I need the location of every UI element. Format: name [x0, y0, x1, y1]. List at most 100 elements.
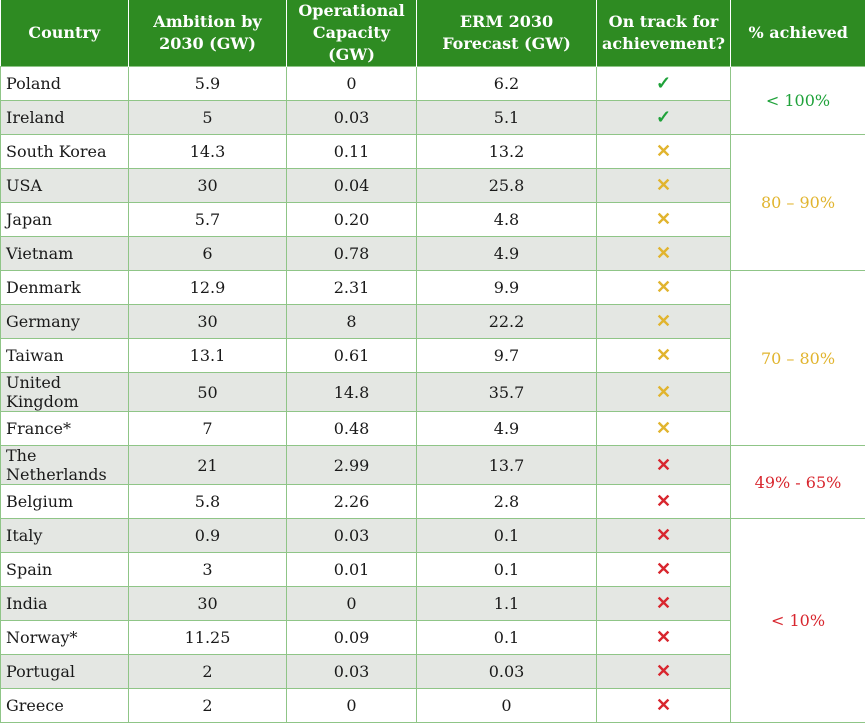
- ambition-cell: 7: [129, 412, 287, 446]
- ambition-cell: 5: [129, 101, 287, 135]
- percent-achieved-group: 49% - 65%: [731, 446, 865, 519]
- status-cell: ✓: [597, 67, 731, 101]
- status-cell: ✕: [597, 135, 731, 169]
- ambition-cell: 30: [129, 305, 287, 339]
- operational-capacity-cell: 0.61: [287, 339, 417, 373]
- operational-capacity-cell: 2.26: [287, 485, 417, 519]
- country-cell: The Netherlands: [1, 446, 129, 485]
- country-cell: Italy: [1, 519, 129, 553]
- ambition-cell: 5.9: [129, 67, 287, 101]
- operational-capacity-cell: 14.8: [287, 373, 417, 412]
- status-cell: ✕: [597, 485, 731, 519]
- check-icon: ✓: [656, 107, 671, 128]
- cross-icon: ✕: [656, 525, 671, 546]
- ambition-cell: 30: [129, 587, 287, 621]
- country-cell: France*: [1, 412, 129, 446]
- country-cell: South Korea: [1, 135, 129, 169]
- forecast-cell: 22.2: [417, 305, 597, 339]
- country-cell: Poland: [1, 67, 129, 101]
- status-cell: ✕: [597, 271, 731, 305]
- operational-capacity-cell: 0.01: [287, 553, 417, 587]
- percent-achieved-group: 70 – 80%: [731, 271, 865, 446]
- operational-capacity-cell: 0.04: [287, 169, 417, 203]
- forecast-cell: 0.1: [417, 621, 597, 655]
- forecast-cell: 13.2: [417, 135, 597, 169]
- cross-icon: ✕: [656, 661, 671, 682]
- ambition-cell: 11.25: [129, 621, 287, 655]
- status-cell: ✕: [597, 203, 731, 237]
- status-cell: ✕: [597, 655, 731, 689]
- status-cell: ✕: [597, 553, 731, 587]
- cross-icon: ✕: [656, 382, 671, 403]
- country-cell: India: [1, 587, 129, 621]
- status-cell: ✕: [597, 621, 731, 655]
- cross-icon: ✕: [656, 311, 671, 332]
- cross-icon: ✕: [656, 243, 671, 264]
- operational-capacity-cell: 2.31: [287, 271, 417, 305]
- ambition-cell: 5.8: [129, 485, 287, 519]
- cross-icon: ✕: [656, 491, 671, 512]
- operational-capacity-cell: 0: [287, 587, 417, 621]
- forecast-cell: 5.1: [417, 101, 597, 135]
- cross-icon: ✕: [656, 277, 671, 298]
- country-cell: USA: [1, 169, 129, 203]
- operational-capacity-cell: 0.20: [287, 203, 417, 237]
- forecast-cell: 6.2: [417, 67, 597, 101]
- percent-achieved-group: < 10%: [731, 519, 865, 723]
- status-cell: ✕: [597, 237, 731, 271]
- status-cell: ✕: [597, 519, 731, 553]
- operational-capacity-cell: 0.48: [287, 412, 417, 446]
- ambition-cell: 0.9: [129, 519, 287, 553]
- country-cell: Taiwan: [1, 339, 129, 373]
- ambition-cell: 5.7: [129, 203, 287, 237]
- country-cell: Ireland: [1, 101, 129, 135]
- ambition-cell: 2: [129, 655, 287, 689]
- ambition-cell: 50: [129, 373, 287, 412]
- forecast-cell: 4.9: [417, 237, 597, 271]
- forecast-cell: 0.1: [417, 519, 597, 553]
- percent-achieved-group: 80 – 90%: [731, 135, 865, 271]
- status-cell: ✓: [597, 101, 731, 135]
- header-ambition: Ambition by 2030 (GW): [129, 0, 287, 67]
- country-cell: Norway*: [1, 621, 129, 655]
- cross-icon: ✕: [656, 209, 671, 230]
- status-cell: ✕: [597, 587, 731, 621]
- forecast-cell: 0.1: [417, 553, 597, 587]
- operational-capacity-cell: 0.78: [287, 237, 417, 271]
- operational-capacity-cell: 0.03: [287, 519, 417, 553]
- operational-capacity-cell: 0.03: [287, 101, 417, 135]
- forecast-cell: 9.9: [417, 271, 597, 305]
- header-erm-forecast: ERM 2030 Forecast (GW): [417, 0, 597, 67]
- cross-icon: ✕: [656, 141, 671, 162]
- cross-icon: ✕: [656, 627, 671, 648]
- cross-icon: ✕: [656, 418, 671, 439]
- cross-icon: ✕: [656, 593, 671, 614]
- status-cell: ✕: [597, 169, 731, 203]
- header-percent-achieved: % achieved: [731, 0, 865, 67]
- operational-capacity-cell: 2.99: [287, 446, 417, 485]
- forecast-cell: 25.8: [417, 169, 597, 203]
- ambition-cell: 14.3: [129, 135, 287, 169]
- cross-icon: ✕: [656, 175, 671, 196]
- status-cell: ✕: [597, 446, 731, 485]
- forecast-cell: 1.1: [417, 587, 597, 621]
- cross-icon: ✕: [656, 455, 671, 476]
- forecast-cell: 4.9: [417, 412, 597, 446]
- country-cell: Portugal: [1, 655, 129, 689]
- operational-capacity-cell: 0.09: [287, 621, 417, 655]
- forecast-cell: 9.7: [417, 339, 597, 373]
- forecast-cell: 13.7: [417, 446, 597, 485]
- ambition-cell: 30: [129, 169, 287, 203]
- forecast-cell: 2.8: [417, 485, 597, 519]
- cross-icon: ✕: [656, 559, 671, 580]
- ambition-cell: 6: [129, 237, 287, 271]
- ambition-cell: 13.1: [129, 339, 287, 373]
- ambition-cell: 21: [129, 446, 287, 485]
- operational-capacity-cell: 8: [287, 305, 417, 339]
- status-cell: ✕: [597, 373, 731, 412]
- country-cell: Belgium: [1, 485, 129, 519]
